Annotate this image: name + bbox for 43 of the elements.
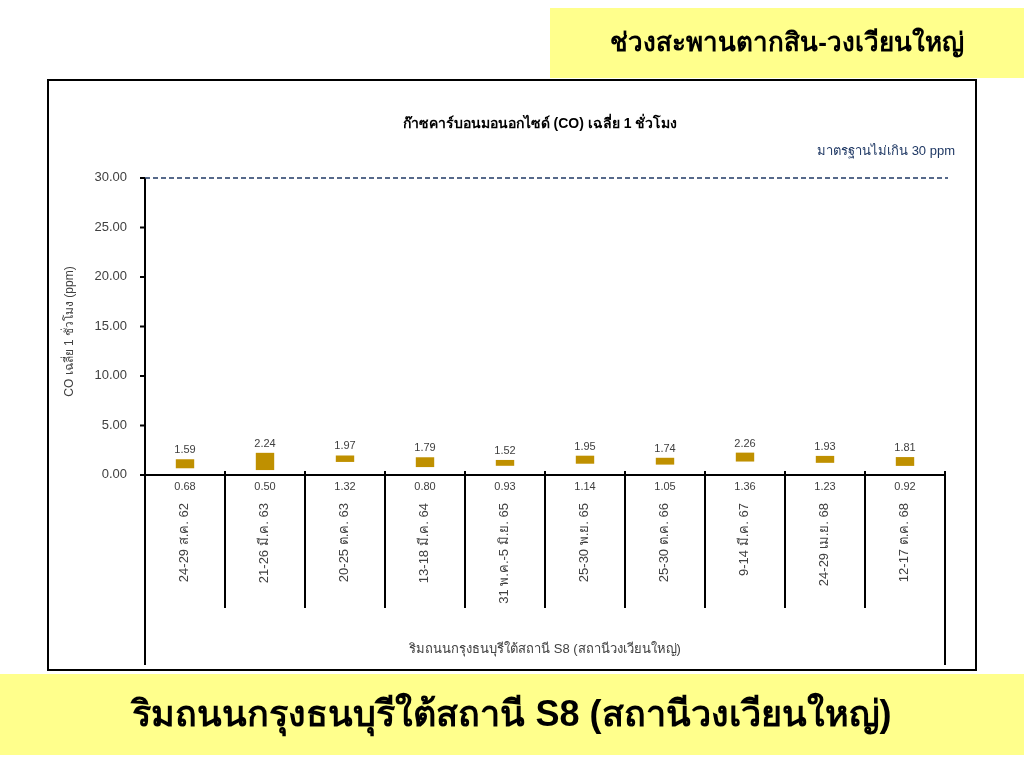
ref-line-label: มาตรฐานไม่เกิน 30 ppm <box>817 143 955 160</box>
y-tick-label: 5.00 <box>101 416 127 432</box>
annotation: 0.93 <box>494 479 516 492</box>
annotation: 1.05 <box>654 479 676 492</box>
y-tick-label: 10.00 <box>94 367 127 383</box>
annotation: 0.68 <box>174 479 196 492</box>
x-tick-label: 12-17 ต.ค. 68 <box>896 503 912 583</box>
annotation: 0.92 <box>894 479 916 492</box>
annotation: 1.52 <box>494 443 516 456</box>
annotation: 1.97 <box>334 439 356 452</box>
x-tick-label: 25-30 ต.ค. 66 <box>656 503 672 583</box>
annotation: 1.32 <box>334 479 356 492</box>
annotation: 1.23 <box>814 479 836 492</box>
y-tick-label: 20.00 <box>94 268 127 284</box>
annotation: 1.95 <box>574 439 596 452</box>
annotation: 0.80 <box>414 479 436 492</box>
x-tick-label: 24-29 ส.ค. 62 <box>176 503 192 583</box>
text: ริมถนนกรุงธนบุรีใต้สถานี S8 (สถานีวงเวียนใหญ่) <box>130 691 892 737</box>
annotation: 1.74 <box>654 441 676 454</box>
annotation: 2.26 <box>734 436 756 449</box>
annotation: 2.24 <box>254 436 276 449</box>
annotation: 1.93 <box>814 439 836 452</box>
x-tick-label: 20-25 ต.ค. 63 <box>336 503 352 583</box>
chart-title: ก๊าซคาร์บอนมอนอกไซด์ (CO) เฉลี่ย 1 ชั่วโมง <box>402 112 678 131</box>
annotation: 1.59 <box>174 443 196 456</box>
x-tick-label: 24-29 เม.ย. 68 <box>816 503 832 587</box>
annotation: 1.81 <box>894 440 916 453</box>
text: ช่วงสะพานตากสิน-วงเวียนใหญ่ <box>610 26 964 58</box>
y-tick-label: 0.00 <box>101 466 127 482</box>
x-tick-label: 31 พ.ค.-5 มิ.ย. 65 <box>496 503 512 604</box>
annotation: 1.14 <box>574 479 596 492</box>
x-axis-title: ริมถนนกรุงธนบุรีใต้สถานี S8 (สถานีวงเวียนใหญ่) <box>408 641 681 658</box>
x-tick-label: 21-26 มี.ค. 63 <box>256 503 272 584</box>
y-axis-title: CO เฉลี่ย 1 ชั่วโมง (ppm) <box>60 266 77 397</box>
annotation: 1.79 <box>414 441 436 454</box>
x-tick-label: 9-14 มี.ค. 67 <box>736 503 752 576</box>
x-tick-label: 25-30 พ.ย. 65 <box>576 503 592 583</box>
x-tick-label: 13-18 มี.ค. 64 <box>416 503 432 584</box>
y-tick-label: 15.00 <box>94 317 127 333</box>
annotation: 1.36 <box>734 479 756 492</box>
annotation: 0.50 <box>254 479 276 492</box>
y-tick-label: 25.00 <box>94 218 127 234</box>
y-tick-label: 30.00 <box>94 169 127 185</box>
